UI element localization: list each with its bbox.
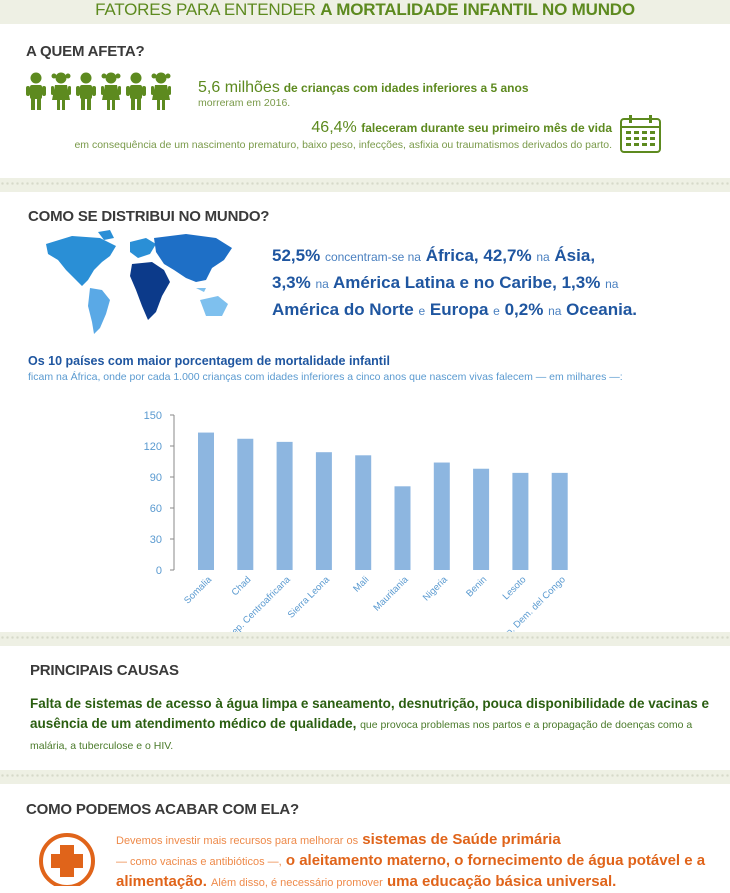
section-heading-distribution: COMO SE DISTRIBUI NO MUNDO? (28, 208, 270, 225)
bar (276, 441, 293, 570)
stat1-text: de crianças com idades inferiores a 5 an… (283, 81, 529, 95)
north-america (46, 230, 116, 286)
title-part2: A MORTALIDADE INFANTIL NO MUNDO (320, 0, 635, 19)
divider-dots (0, 773, 730, 779)
x-tick-label: Mauritania (371, 574, 411, 614)
child-icon (151, 72, 171, 110)
bar (551, 472, 568, 570)
y-tick-label: 60 (150, 503, 162, 515)
page-title: FATORES PARA ENTENDER A MORTALIDADE INFA… (0, 0, 730, 22)
pct-north-america-europe: 1,3% (561, 273, 601, 292)
pct-asia: 42,7% (483, 246, 532, 265)
region-europe: Europa (429, 300, 489, 319)
bar (315, 452, 332, 570)
bar (473, 468, 490, 570)
distribution-text: 52,5% concentram-se na África, 42,7% na … (272, 243, 692, 324)
divider-dots (0, 181, 730, 187)
europe (130, 238, 156, 258)
pct-latam: 3,3% (272, 273, 311, 292)
pct-africa: 52,5% (272, 246, 321, 265)
causes-bold: Falta de sistemas de acesso à água limpa… (30, 696, 709, 731)
bar (394, 486, 411, 570)
region-africa: África, (425, 246, 479, 265)
dist-connector: e (493, 304, 500, 318)
section-heading-causes: PRINCIPAIS CAUSAS (30, 662, 179, 679)
child-icon (76, 72, 96, 110)
x-tick-label: Nigeria (421, 574, 451, 604)
x-tick-label: Mali (351, 574, 371, 594)
y-tick-label: 90 (150, 472, 162, 484)
dist-connector: na (548, 304, 562, 318)
region-asia: Ásia, (554, 246, 596, 265)
sol-n2: — como vacinas e antibióticos —, (116, 856, 282, 868)
pct-oceania: 0,2% (504, 300, 544, 319)
x-tick-label: Lesoto (501, 574, 529, 602)
y-tick-label: 30 (150, 534, 162, 546)
stat1-sub: morreram em 2016. (198, 97, 291, 109)
calendar-icon (620, 115, 661, 153)
dist-connector: na (315, 277, 329, 291)
section-heading-affects: A QUEM AFETA? (26, 43, 145, 60)
section-heading-solutions: COMO PODEMOS ACABAR COM ELA? (26, 801, 300, 818)
bar (237, 438, 254, 570)
x-tick-label: Rep. Dem. del Congo (495, 574, 567, 640)
y-tick-label: 120 (144, 441, 162, 453)
region-latam: América Latina e no Caribe, (332, 273, 557, 292)
divider-dots (0, 635, 730, 641)
x-tick-label: Somalia (182, 574, 215, 607)
stat1-value: 5,6 milhões (198, 79, 280, 96)
x-tick-label: Chad (230, 574, 254, 598)
health-cross-icon (39, 833, 95, 886)
children-icons (26, 72, 171, 110)
stat2-value: 46,4% (311, 119, 357, 136)
stat-children-deaths: 5,6 milhões de crianças com idades infer… (198, 79, 529, 97)
title-part1: FATORES PARA ENTENDER (95, 0, 316, 19)
dist-connector: na (605, 277, 619, 291)
sol-n1: Devemos investir mais recursos para melh… (116, 835, 359, 847)
asia (154, 234, 232, 282)
x-tick-label: Sierra Leona (286, 574, 333, 621)
child-icon (126, 72, 146, 110)
title-band (0, 0, 730, 24)
dist-connector: concentram-se na (324, 250, 421, 264)
stat2-text: faleceram durante seu primeiro mês de vi… (361, 121, 612, 135)
bar (198, 432, 214, 570)
bar (512, 472, 529, 570)
causes-normal: que provoca problemas nos partos e a pro… (30, 719, 693, 752)
region-north-america: América do Norte (272, 300, 414, 319)
sol-b3: uma educação básica universal. (387, 873, 617, 890)
world-map-icon (46, 230, 232, 334)
dist-connector: e (418, 304, 426, 318)
stat2-sub: em consequência de um nascimento prematu… (74, 139, 612, 151)
dist-connector: na (536, 250, 550, 264)
chart-title: Os 10 países com maior porcentagem de mo… (28, 354, 390, 368)
bar (433, 462, 450, 570)
y-tick-label: 0 (156, 565, 162, 577)
sol-b1: sistemas de Saúde primária (362, 831, 561, 848)
y-tick-label: 150 (144, 410, 162, 422)
africa (130, 262, 170, 320)
child-icon (26, 72, 46, 110)
x-tick-label: Benin (464, 574, 489, 599)
child-icon (51, 72, 71, 110)
sol-n3: Além disso, é necessário promover (211, 877, 383, 889)
child-icon (101, 72, 121, 110)
solutions-text: Devemos investir mais recursos para melh… (116, 830, 716, 893)
oceania (196, 288, 228, 316)
south-america (88, 288, 110, 334)
stat-first-month: 46,4% faleceram durante seu primeiro mês… (311, 119, 612, 137)
bar (355, 455, 372, 570)
chart-subtitle: ficam na África, onde por cada 1.000 cri… (28, 371, 623, 383)
causes-text: Falta de sistemas de acesso à água limpa… (30, 694, 710, 756)
region-oceania: Oceania. (566, 300, 638, 319)
